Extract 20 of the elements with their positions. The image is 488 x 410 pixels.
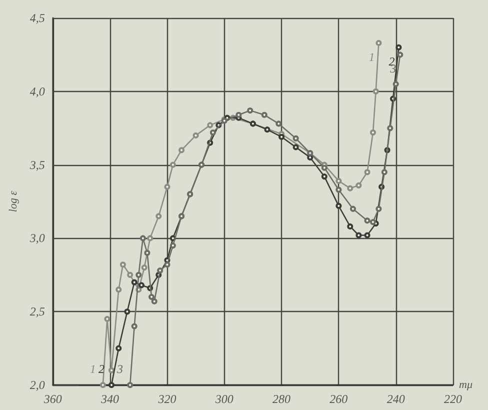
- y-tick-label: 2,5: [30, 304, 45, 319]
- text: 2: [98, 362, 104, 376]
- x-tick-label: 260: [330, 392, 348, 406]
- y-tick-label: 3,5: [28, 158, 45, 172]
- x-tick-label: 300: [214, 392, 234, 406]
- y-tick-label: 3,0: [28, 231, 45, 246]
- text: 1: [90, 362, 96, 376]
- x-tick-label: 360: [42, 392, 62, 406]
- x-tick-label: 280: [272, 392, 291, 406]
- x-tick-label: 340: [100, 392, 120, 406]
- x-axis-title: mμ: [459, 379, 473, 391]
- x-tick-label: 220: [444, 392, 462, 406]
- y-tick-label: 2,0: [30, 378, 45, 392]
- text: 3: [117, 362, 124, 376]
- y-tick-label: 4,5: [30, 11, 45, 25]
- x-tick-label: 240: [386, 392, 405, 406]
- y-axis-title: log ε: [8, 190, 20, 212]
- y-tick-label: 4,0: [30, 84, 45, 98]
- x-tick-label: 320: [157, 392, 176, 406]
- series-label: 1: [368, 50, 375, 64]
